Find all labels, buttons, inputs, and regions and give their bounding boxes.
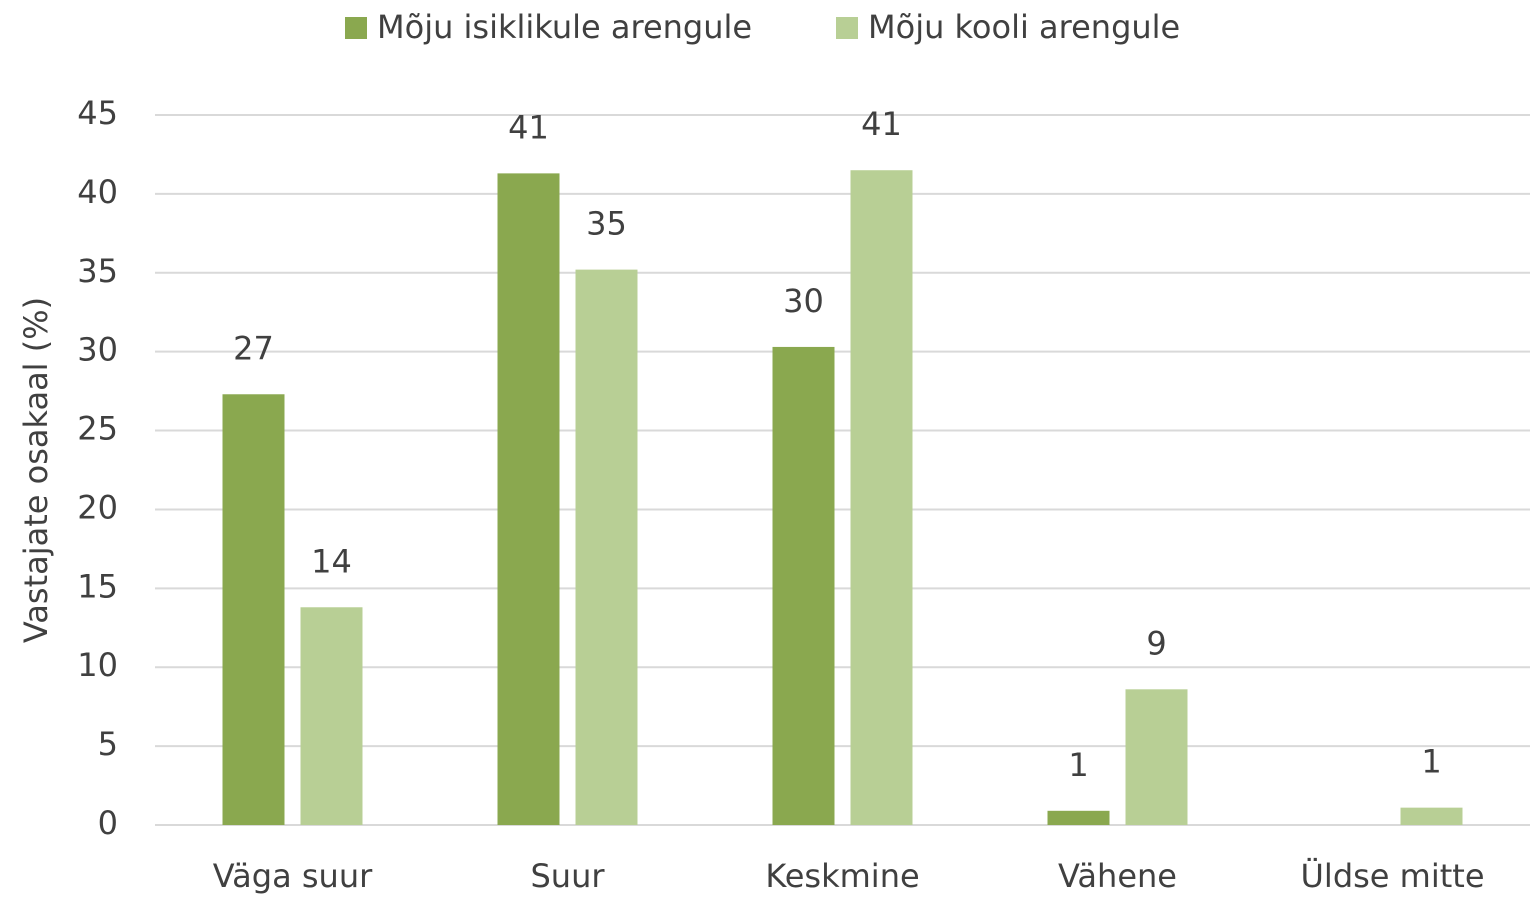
y-tick-label: 40 xyxy=(77,173,118,211)
y-tick-label: 20 xyxy=(77,488,118,526)
data-label: 41 xyxy=(508,108,549,146)
y-tick-label: 30 xyxy=(77,331,118,369)
bar xyxy=(772,346,835,825)
legend-label: Mõju isiklikule arengule xyxy=(377,8,752,46)
y-tick-label: 5 xyxy=(98,725,118,763)
bar xyxy=(1400,807,1463,825)
bar xyxy=(1047,810,1110,825)
y-tick-label: 0 xyxy=(98,804,118,842)
bar xyxy=(222,394,285,825)
y-tick-label: 25 xyxy=(77,410,118,448)
data-label: 1 xyxy=(1068,746,1088,784)
x-tick-label: Üldse mitte xyxy=(1301,857,1485,895)
y-tick-label: 15 xyxy=(77,567,118,605)
data-label: 30 xyxy=(783,282,824,320)
bar xyxy=(300,607,363,825)
y-axis-title: Vastajate osakaal (%) xyxy=(17,297,55,643)
y-tick-label: 35 xyxy=(77,252,118,290)
data-label: 41 xyxy=(861,105,902,143)
legend-swatch xyxy=(345,17,367,39)
data-label: 27 xyxy=(233,329,274,367)
bar xyxy=(575,269,638,826)
y-tick-label: 45 xyxy=(77,94,118,132)
bar xyxy=(497,173,560,825)
data-label: 1 xyxy=(1421,743,1441,781)
legend-label: Mõju kooli arengule xyxy=(868,8,1180,46)
legend-swatch xyxy=(836,17,858,39)
y-tick-label: 10 xyxy=(77,646,118,684)
data-label: 14 xyxy=(311,542,352,580)
data-label: 35 xyxy=(586,205,627,243)
x-tick-label: Väga suur xyxy=(213,857,373,895)
bar xyxy=(1125,689,1188,825)
x-tick-label: Keskmine xyxy=(765,857,919,895)
data-label: 9 xyxy=(1146,624,1166,662)
x-tick-label: Suur xyxy=(530,857,605,895)
x-tick-label: Vähene xyxy=(1058,857,1177,895)
bar xyxy=(850,170,913,825)
